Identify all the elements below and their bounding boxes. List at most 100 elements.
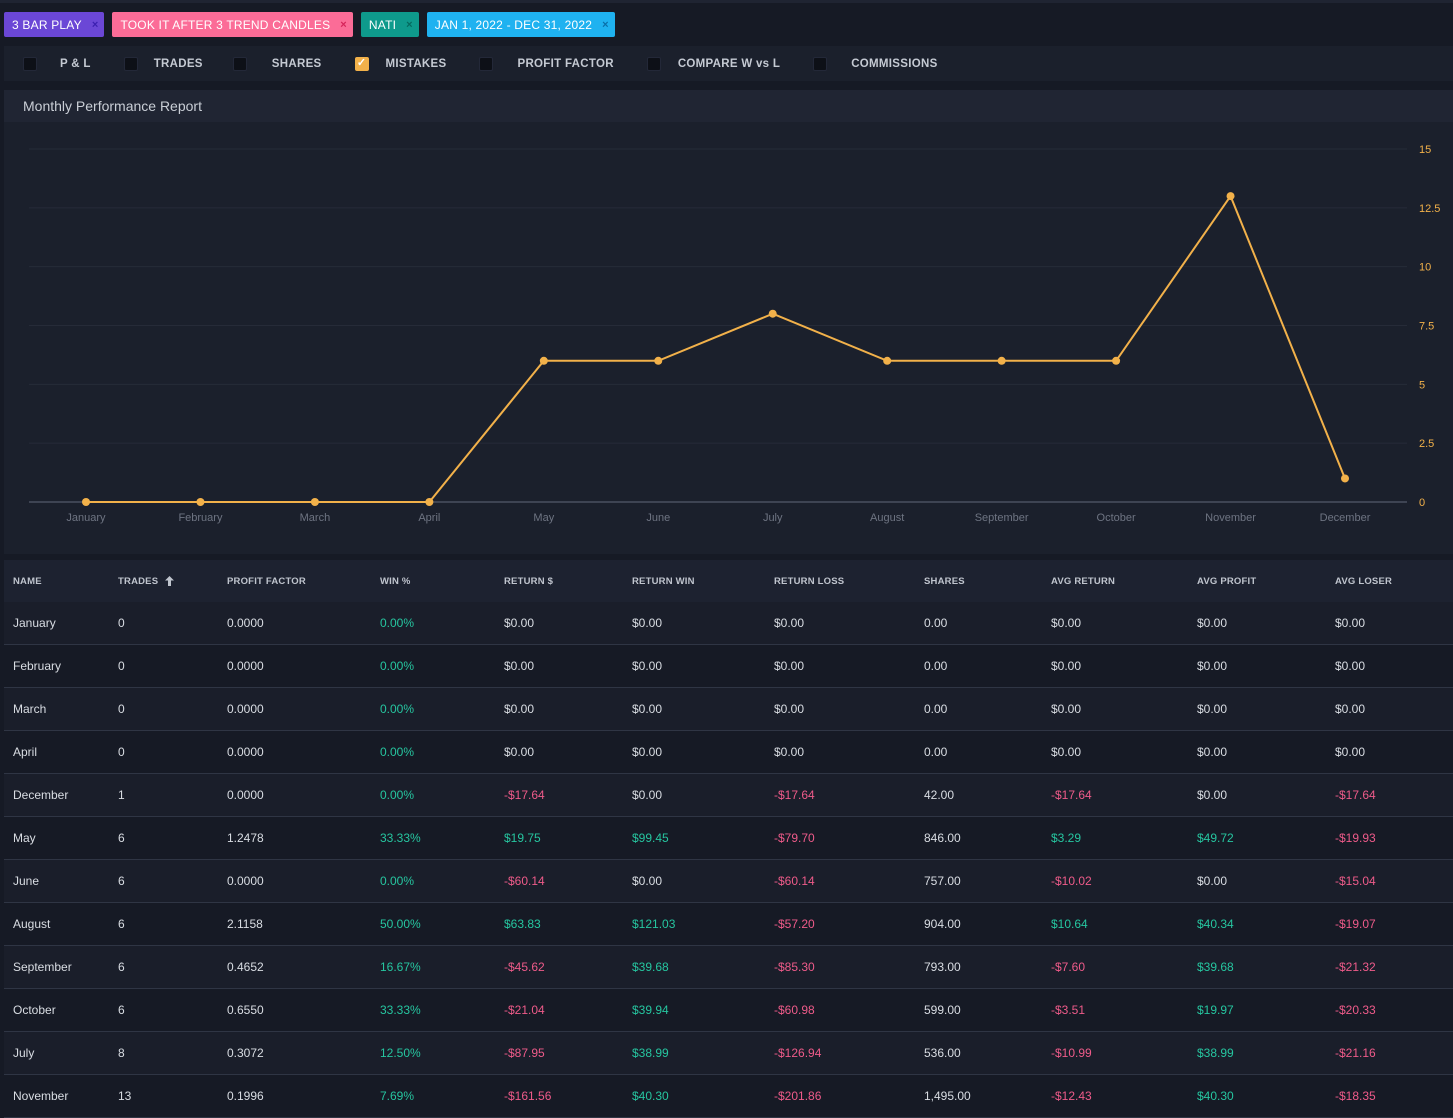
table-row[interactable]: March 0 0.0000 0.00% $0.00 $0.00 $0.00 0.00 $0.0… [4,688,1453,731]
toggle-profit-factor[interactable]: PROFIT FACTOR [479,56,614,71]
table-row[interactable]: December 1 0.0000 0.00% -$17.64 $0.00 -$17.64 4… [4,774,1453,817]
filter-chip-took-it-after-3-trend-candles[interactable]: TOOK IT AFTER 3 TREND CANDLES × [112,12,353,37]
arrow-up-icon[interactable] [165,576,175,586]
close-icon[interactable]: × [602,18,609,31]
column-header-avg-loser[interactable]: AVG LOSER [1335,560,1392,602]
header-label: PROFIT FACTOR [227,575,306,587]
column-header-avg-profit[interactable]: AVG PROFIT [1197,560,1256,602]
cell-profit-factor: 2.1158 [227,917,263,931]
cell-shares: 846.00 [924,831,961,845]
x-tick-label: March [300,512,331,524]
table-row[interactable]: June 6 0.0000 0.00% -$60.14 $0.00 -$60.14 757.0… [4,860,1453,903]
table-row[interactable]: January 0 0.0000 0.00% $0.00 $0.00 $0.00 0.00 $0… [4,602,1453,645]
toggle-shares[interactable]: SHARES [232,56,322,71]
data-point[interactable] [768,309,777,318]
cell-avg-profit: $0.00 [1197,659,1228,673]
cell-profit-factor: 1.2478 [227,831,264,845]
checkbox[interactable] [813,56,828,71]
toggle-commissions[interactable]: COMMISSIONS [813,56,937,71]
data-point[interactable] [196,498,205,506]
table-row[interactable]: October 6 0.6550 33.33% -$21.04 $39.94 -$60.98… [4,989,1453,1032]
column-header-shares[interactable]: SHARES [924,560,965,602]
toggle-trades[interactable]: TRADES [123,56,203,71]
cell-avg-profit: $39.68 [1197,960,1234,974]
cell-shares: 42.00 [924,788,955,802]
checkbox-checked[interactable] [354,56,369,71]
data-point[interactable] [425,498,434,506]
close-icon[interactable]: × [91,18,99,31]
y-tick-label: 0 [1419,497,1425,509]
column-header-name[interactable]: NAME [13,560,42,602]
cell-avg-loser: -$20.33 [1335,1003,1376,1017]
y-tick-label: 2.5 [1419,438,1434,450]
cell-return-win: $38.99 [632,1046,669,1060]
checkbox[interactable] [479,56,494,71]
table-row[interactable]: November 13 0.1996 7.69% -$161.56 $40.30 -$201… [4,1075,1453,1118]
checkbox[interactable] [23,56,37,71]
data-point[interactable] [883,356,892,365]
close-icon[interactable]: × [406,18,413,31]
toggle-compare-w-vs-l[interactable]: COMPARE W vs L [646,56,781,71]
toggle-mistakes[interactable]: MISTAKES [354,56,447,71]
y-tick-label: 5 [1419,379,1425,391]
cell-shares: 599.00 [924,1003,961,1017]
cell-avg-profit: $0.00 [1197,874,1228,888]
cell-avg-loser: -$19.93 [1335,831,1376,845]
data-point[interactable] [1341,474,1349,483]
column-header-return-loss[interactable]: RETURN LOSS [774,560,844,602]
data-point[interactable] [82,498,90,506]
toggle-label: COMPARE W vs L [677,57,781,70]
column-header-profit-factor[interactable]: PROFIT FACTOR [227,560,306,602]
cell-profit-factor: 0.0000 [227,874,264,888]
cell-return-win: $39.94 [632,1003,669,1017]
x-tick-label: February [178,512,223,524]
data-point[interactable] [539,356,548,365]
cell-win-pct: 16.67% [380,960,421,974]
table-row[interactable]: August 6 2.1158 50.00% $63.83 $121.03 -$57.20 9… [4,903,1453,946]
active-filters: 3 BAR PLAY × TOOK IT AFTER 3 TREND CANDL… [4,12,615,37]
cell-shares: 0.00 [924,659,948,673]
column-header-return-win[interactable]: RETURN WIN [632,560,695,602]
cell-avg-profit: $49.72 [1197,831,1234,845]
table-row[interactable]: February 0 0.0000 0.00% $0.00 $0.00 $0.00 0.00 $… [4,645,1453,688]
cell-avg-profit: $19.97 [1197,1003,1234,1017]
table-row[interactable]: May 6 1.2478 33.33% $19.75 $99.45 -$79.70 846.0… [4,817,1453,860]
cell-avg-return: -$7.60 [1051,960,1086,974]
checkbox[interactable] [123,56,138,71]
data-point[interactable] [1226,192,1235,201]
filter-chip-label: TOOK IT AFTER 3 TREND CANDLES [120,17,331,32]
column-header-win-pct[interactable]: WIN % [380,560,411,602]
toggle-pnl[interactable]: P & L [23,56,91,71]
cell-return-loss: -$126.94 [774,1046,822,1060]
cell-trades: 0 [118,659,125,673]
data-point[interactable] [654,356,663,365]
cell-avg-return: -$17.64 [1051,788,1092,802]
chart-title: Monthly Performance Report [4,90,1453,122]
filter-chip-3-bar-play[interactable]: 3 BAR PLAY × [4,12,105,37]
filter-chip-date-range[interactable]: JAN 1, 2022 - DEC 31, 2022 × [426,12,615,37]
data-point[interactable] [1112,356,1121,365]
x-tick-label: October [1097,512,1136,524]
data-point[interactable] [310,498,319,506]
cell-return-win: $0.00 [632,659,663,673]
table-row[interactable]: September 6 0.4652 16.67% -$45.62 $39.68 -$85.… [4,946,1453,989]
cell-return: $0.00 [504,659,535,673]
column-header-return[interactable]: RETURN $ [504,560,553,602]
cell-trades: 0 [118,745,125,759]
cell-return-loss: -$60.98 [774,1003,815,1017]
table-row[interactable]: July 8 0.3072 12.50% -$87.95 $38.99 -$126.94 53… [4,1032,1453,1075]
cell-avg-loser: -$15.04 [1335,874,1376,888]
column-header-avg-return[interactable]: AVG RETURN [1051,560,1115,602]
checkbox[interactable] [646,56,661,71]
toggle-label: PROFIT FACTOR [517,57,614,70]
checkbox[interactable] [232,56,247,71]
close-icon[interactable]: × [340,18,347,31]
column-header-trades[interactable]: TRADES [118,560,175,602]
data-point[interactable] [997,356,1006,365]
table-row[interactable]: April 0 0.0000 0.00% $0.00 $0.00 $0.00 0.00 $0.0… [4,731,1453,774]
filter-chip-nati[interactable]: NATI × [360,12,419,37]
cell-avg-return: $0.00 [1051,745,1082,759]
x-tick-label: August [870,512,904,524]
cell-trades: 0 [118,702,125,716]
cell-trades: 6 [118,1003,125,1017]
